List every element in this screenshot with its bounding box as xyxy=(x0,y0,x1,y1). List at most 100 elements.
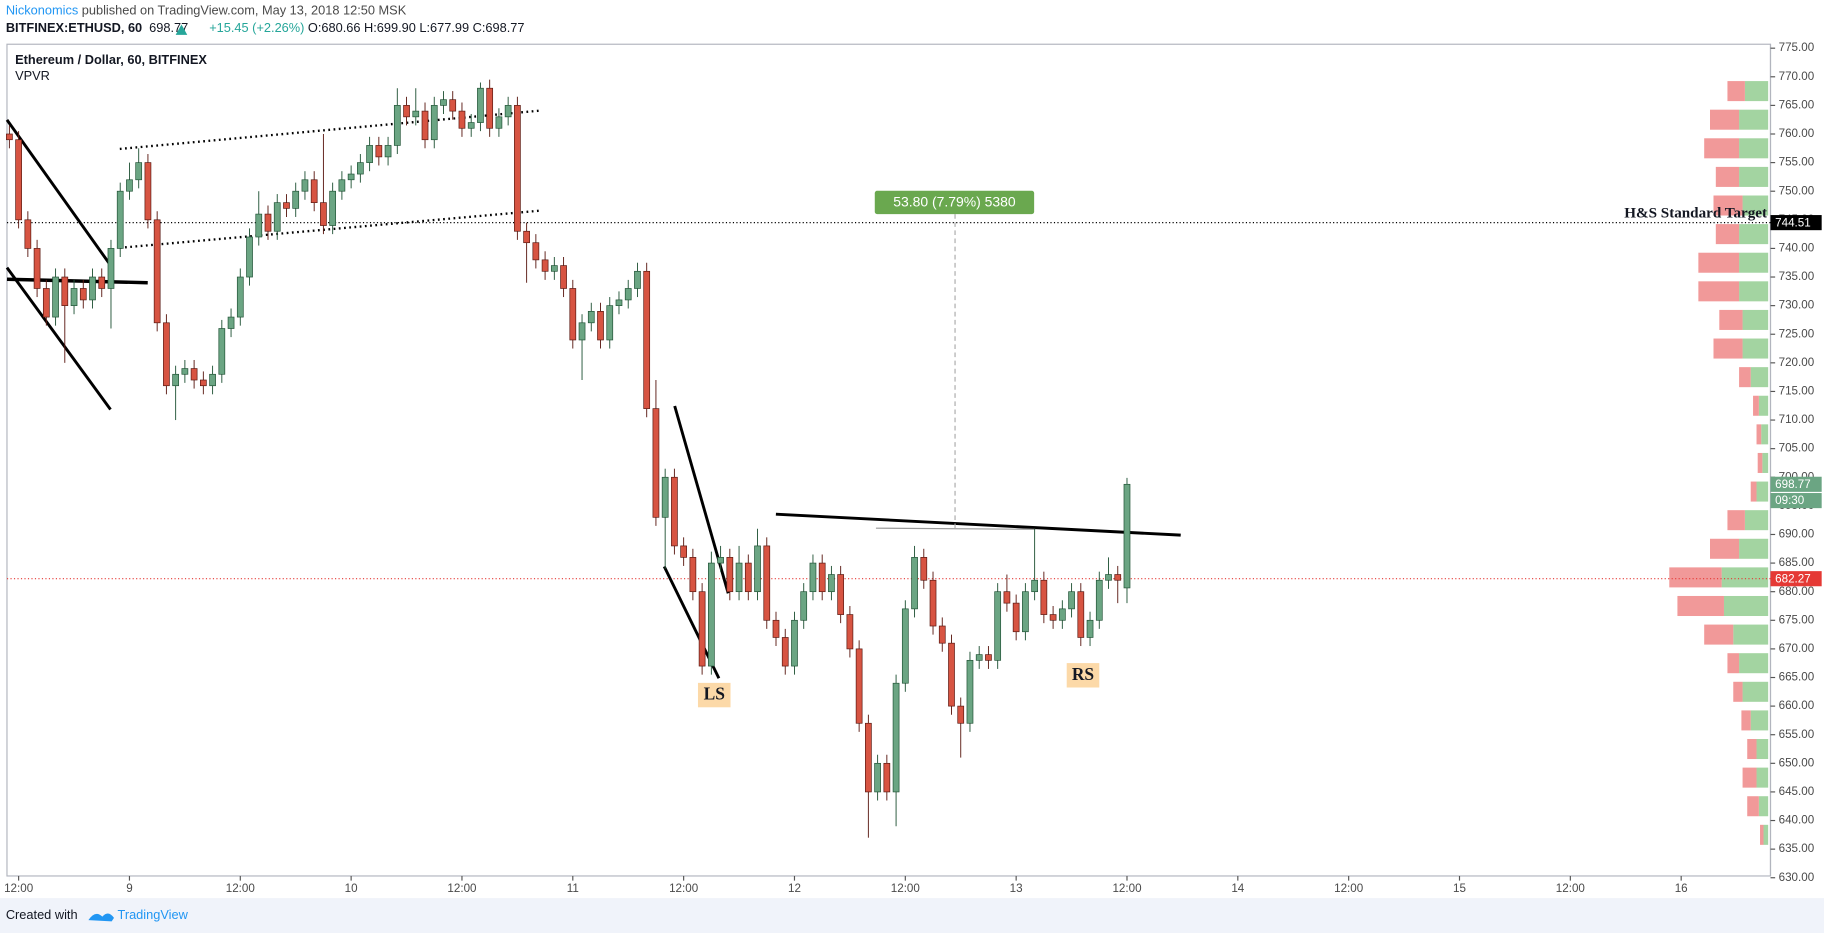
candle-body xyxy=(347,173,355,181)
vp-up-bar xyxy=(1750,710,1769,731)
candle-body xyxy=(587,311,595,324)
vp-up-bar xyxy=(1758,395,1769,416)
candle-body xyxy=(883,762,891,793)
vp-up-bar xyxy=(1739,538,1769,559)
y-tick-label: 640.00 xyxy=(1779,814,1815,827)
rs-box xyxy=(1066,663,1100,688)
x-tick-label: 12:00 xyxy=(1556,882,1586,895)
candles xyxy=(6,79,1131,838)
brand-icon xyxy=(88,913,114,922)
vp-down-bar xyxy=(1715,224,1740,245)
candle-body xyxy=(430,105,438,141)
y-tick-label: 650.00 xyxy=(1779,756,1815,769)
vp-down-bar xyxy=(1739,367,1751,388)
header-line-2: BITFINEX:ETHUSD, 60 698.77 +15.45 (+2.26%)… xyxy=(6,20,525,35)
candle-body xyxy=(33,248,41,289)
x-tick-label: 12:00 xyxy=(669,882,699,895)
candle-body xyxy=(1012,602,1020,633)
candle-body xyxy=(144,162,152,221)
candle-body xyxy=(255,213,263,238)
candle-body xyxy=(828,574,835,593)
vp-down-bar xyxy=(1757,452,1763,473)
candle-body xyxy=(624,288,632,301)
y-tick-label: 765.00 xyxy=(1779,98,1815,111)
vp-down-bar xyxy=(1733,681,1743,702)
candle-body xyxy=(707,562,715,667)
candle-body xyxy=(634,270,641,289)
candle-body xyxy=(320,202,327,226)
last-price-label: 698.77 xyxy=(1775,478,1811,491)
candle-body xyxy=(199,379,207,387)
candle-body xyxy=(495,116,503,129)
y-tick-label: 725.00 xyxy=(1779,327,1815,340)
y-tick-label: 660.00 xyxy=(1779,699,1815,712)
y-tick-label: 775.00 xyxy=(1779,41,1815,54)
candle-body xyxy=(652,408,660,518)
candle-body xyxy=(357,162,364,175)
x-tick-label: 12:00 xyxy=(226,882,256,895)
axes: 630.00 635.00 640.00 645.00 650.00 655.00 660.… xyxy=(4,41,1815,895)
vp-up-bar xyxy=(1756,767,1769,788)
candle-body xyxy=(218,328,226,375)
candle-body xyxy=(948,642,955,707)
vp-up-bar xyxy=(1762,452,1769,473)
candle-body xyxy=(901,608,909,684)
trend-line xyxy=(6,277,148,285)
vp-up-bar xyxy=(1763,824,1769,845)
candle-body xyxy=(273,202,281,232)
y-tick-label: 760.00 xyxy=(1779,127,1815,140)
measure-base xyxy=(875,527,1036,530)
vp-up-bar xyxy=(1739,281,1769,302)
trend-line xyxy=(5,266,112,411)
candle-body xyxy=(135,162,143,181)
vp-down-bar xyxy=(1760,824,1764,845)
candle-body xyxy=(523,230,530,244)
candle-body xyxy=(264,213,272,232)
y-tick-label: 735.00 xyxy=(1779,270,1815,283)
price-line-label: 682.27 xyxy=(1775,572,1811,585)
candle-body xyxy=(181,368,189,375)
candle-body xyxy=(283,202,290,209)
footer-brand[interactable]: TradingView xyxy=(117,907,188,922)
vp-down-bar xyxy=(1756,424,1762,445)
candle-body xyxy=(79,288,87,301)
vp-up-bar xyxy=(1750,367,1769,388)
candle-body xyxy=(550,265,558,272)
vp-down-bar xyxy=(1727,510,1745,531)
candle-body xyxy=(477,87,484,123)
vp-up-bar xyxy=(1758,796,1769,817)
vp-down-bar xyxy=(1719,309,1743,330)
candle-body xyxy=(541,259,549,272)
vp-down-bar xyxy=(1710,538,1740,559)
price-lines xyxy=(6,222,1771,580)
candle-body xyxy=(70,288,78,306)
countdown-label-box xyxy=(1770,493,1822,509)
vp-up-bar xyxy=(1739,653,1769,674)
x-tick-label: 13 xyxy=(1010,882,1023,895)
y-tick-label: 680.00 xyxy=(1779,585,1815,598)
y-tick-label: 690.00 xyxy=(1779,528,1815,541)
y-tick-label: 645.00 xyxy=(1779,785,1815,798)
vp-down-bar xyxy=(1727,653,1740,674)
author[interactable]: Nickonomics xyxy=(6,3,78,18)
y-tick-label: 665.00 xyxy=(1779,671,1815,684)
candle-body xyxy=(929,579,937,627)
vp-down-bar xyxy=(1713,195,1743,216)
channel-line xyxy=(119,109,542,151)
candle-body xyxy=(855,648,863,724)
candle-body xyxy=(809,562,817,593)
y-tick-label: 730.00 xyxy=(1779,299,1815,312)
candle-body xyxy=(578,322,586,341)
candle-body xyxy=(1068,591,1075,610)
low: L:677.99 xyxy=(419,20,469,35)
candle-body xyxy=(744,562,752,593)
candle-body xyxy=(209,373,216,387)
x-tick-label: 10 xyxy=(345,882,358,895)
candle-body xyxy=(107,248,115,289)
candle-body xyxy=(698,591,706,667)
candle-body xyxy=(1114,574,1122,581)
drawings xyxy=(5,109,1181,679)
candle-body xyxy=(1123,483,1131,589)
candle-body xyxy=(236,276,244,318)
vp-up-bar xyxy=(1742,681,1769,702)
